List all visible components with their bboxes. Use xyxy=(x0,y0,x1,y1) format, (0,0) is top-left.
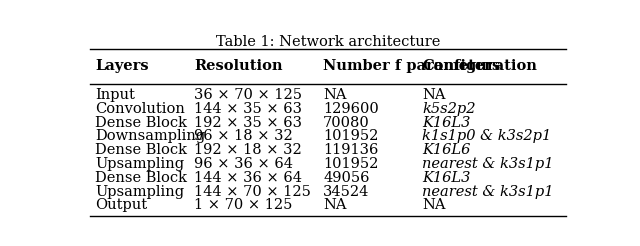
Text: Dense Block: Dense Block xyxy=(95,143,187,157)
Text: 49056: 49056 xyxy=(323,171,369,185)
Text: nearest & k3s1p1: nearest & k3s1p1 xyxy=(422,185,554,199)
Text: NA: NA xyxy=(323,88,346,102)
Text: 36 × 70 × 125: 36 × 70 × 125 xyxy=(194,88,302,102)
Text: 101952: 101952 xyxy=(323,129,378,143)
Text: 144 × 70 × 125: 144 × 70 × 125 xyxy=(194,185,311,199)
Text: NA: NA xyxy=(422,88,445,102)
Text: k5s2p2: k5s2p2 xyxy=(422,102,476,116)
Text: Convolution: Convolution xyxy=(95,102,185,116)
Text: 144 × 36 × 64: 144 × 36 × 64 xyxy=(194,171,302,185)
Text: 96 × 18 × 32: 96 × 18 × 32 xyxy=(194,129,293,143)
Text: Number f parameters: Number f parameters xyxy=(323,59,500,73)
Text: K16L3: K16L3 xyxy=(422,116,470,130)
Text: K16L6: K16L6 xyxy=(422,143,470,157)
Text: Downsampling: Downsampling xyxy=(95,129,205,143)
Text: k1s1p0 & k3s2p1: k1s1p0 & k3s2p1 xyxy=(422,129,552,143)
Text: Layers: Layers xyxy=(95,59,148,73)
Text: 1 × 70 × 125: 1 × 70 × 125 xyxy=(194,199,292,213)
Text: K16L3: K16L3 xyxy=(422,171,470,185)
Text: Table 1: Network architecture: Table 1: Network architecture xyxy=(216,35,440,49)
Text: 70080: 70080 xyxy=(323,116,370,130)
Text: Output: Output xyxy=(95,199,147,213)
Text: Configuration: Configuration xyxy=(422,59,537,73)
Text: 96 × 36 × 64: 96 × 36 × 64 xyxy=(194,157,293,171)
Text: Dense Block: Dense Block xyxy=(95,116,187,130)
Text: NA: NA xyxy=(422,199,445,213)
Text: 192 × 18 × 32: 192 × 18 × 32 xyxy=(194,143,302,157)
Text: Upsampling: Upsampling xyxy=(95,185,184,199)
Text: nearest & k3s1p1: nearest & k3s1p1 xyxy=(422,157,554,171)
Text: 192 × 35 × 63: 192 × 35 × 63 xyxy=(194,116,302,130)
Text: 34524: 34524 xyxy=(323,185,369,199)
Text: Resolution: Resolution xyxy=(194,59,283,73)
Text: NA: NA xyxy=(323,199,346,213)
Text: Dense Block: Dense Block xyxy=(95,171,187,185)
Text: Input: Input xyxy=(95,88,135,102)
Text: 129600: 129600 xyxy=(323,102,379,116)
Text: Upsampling: Upsampling xyxy=(95,157,184,171)
Text: 119136: 119136 xyxy=(323,143,378,157)
Text: 144 × 35 × 63: 144 × 35 × 63 xyxy=(194,102,302,116)
Text: 101952: 101952 xyxy=(323,157,378,171)
